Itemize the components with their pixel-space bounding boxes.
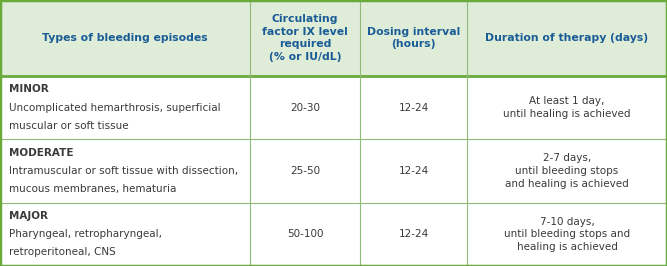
Text: 7-10 days,
until bleeding stops and
healing is achieved: 7-10 days, until bleeding stops and heal… [504, 217, 630, 252]
Text: retroperitoneal, CNS: retroperitoneal, CNS [9, 247, 115, 257]
Text: 12-24: 12-24 [398, 166, 429, 176]
Text: Circulating
factor IX level
required
(% or IU/dL): Circulating factor IX level required (% … [262, 14, 348, 61]
Text: Types of bleeding episodes: Types of bleeding episodes [42, 33, 208, 43]
Text: MAJOR: MAJOR [9, 211, 47, 221]
Text: Pharyngeal, retropharyngeal,: Pharyngeal, retropharyngeal, [9, 229, 161, 239]
Text: Duration of therapy (days): Duration of therapy (days) [486, 33, 648, 43]
Text: MODERATE: MODERATE [9, 148, 73, 158]
Text: 2-7 days,
until bleeding stops
and healing is achieved: 2-7 days, until bleeding stops and heali… [505, 153, 629, 189]
Text: 20-30: 20-30 [290, 102, 320, 113]
Bar [0, 0, 667, 76]
Text: 25-50: 25-50 [290, 166, 320, 176]
Text: Dosing interval
(hours): Dosing interval (hours) [367, 27, 460, 49]
Text: MINOR: MINOR [9, 84, 49, 94]
Text: 12-24: 12-24 [398, 102, 429, 113]
Text: At least 1 day,
until healing is achieved: At least 1 day, until healing is achieve… [503, 96, 631, 119]
Text: 50-100: 50-100 [287, 229, 323, 239]
Text: mucous membranes, hematuria: mucous membranes, hematuria [9, 184, 176, 194]
Text: muscular or soft tissue: muscular or soft tissue [9, 120, 128, 131]
Text: Intramuscular or soft tissue with dissection,: Intramuscular or soft tissue with dissec… [9, 166, 238, 176]
Text: 12-24: 12-24 [398, 229, 429, 239]
Text: Uncomplicated hemarthrosis, superficial: Uncomplicated hemarthrosis, superficial [9, 102, 220, 113]
